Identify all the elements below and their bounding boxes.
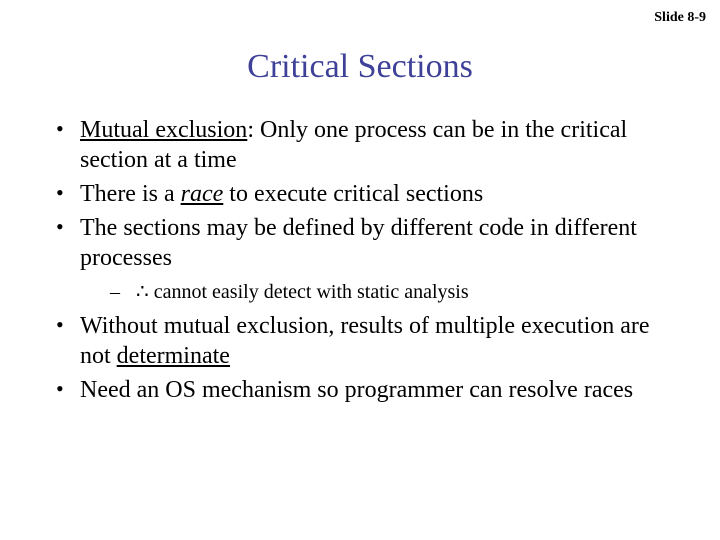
bullet-item: Without mutual exclusion, results of mul… bbox=[50, 311, 670, 371]
sub-bullet-text: cannot easily detect with static analysi… bbox=[149, 281, 469, 303]
slide-content: Mutual exclusion: Only one process can b… bbox=[50, 115, 670, 409]
bullet-item: The sections may be defined by different… bbox=[50, 213, 670, 305]
therefore-symbol: ∴ bbox=[136, 281, 149, 303]
bullet-item: There is a race to execute critical sect… bbox=[50, 179, 670, 209]
bullet-text: Need an OS mechanism so programmer can r… bbox=[80, 377, 633, 403]
bullet-text: to execute critical sections bbox=[223, 181, 483, 207]
slide: Slide 8-9 Critical Sections Mutual exclu… bbox=[0, 0, 720, 540]
sub-bullet-item: ∴ cannot easily detect with static analy… bbox=[80, 279, 670, 305]
bullet-text: There is a bbox=[80, 181, 181, 207]
bullet-text-underlined: determinate bbox=[117, 343, 230, 369]
bullet-text-underlined: Mutual exclusion bbox=[80, 117, 247, 143]
bullet-item: Mutual exclusion: Only one process can b… bbox=[50, 115, 670, 175]
bullet-text: The sections may be defined by different… bbox=[80, 215, 637, 271]
bullet-list: Mutual exclusion: Only one process can b… bbox=[50, 115, 670, 405]
sub-bullet-list: ∴ cannot easily detect with static analy… bbox=[80, 279, 670, 305]
slide-number: Slide 8-9 bbox=[654, 10, 706, 26]
bullet-text-underlined-italic: race bbox=[181, 181, 224, 207]
slide-title: Critical Sections bbox=[0, 48, 720, 86]
bullet-item: Need an OS mechanism so programmer can r… bbox=[50, 375, 670, 405]
